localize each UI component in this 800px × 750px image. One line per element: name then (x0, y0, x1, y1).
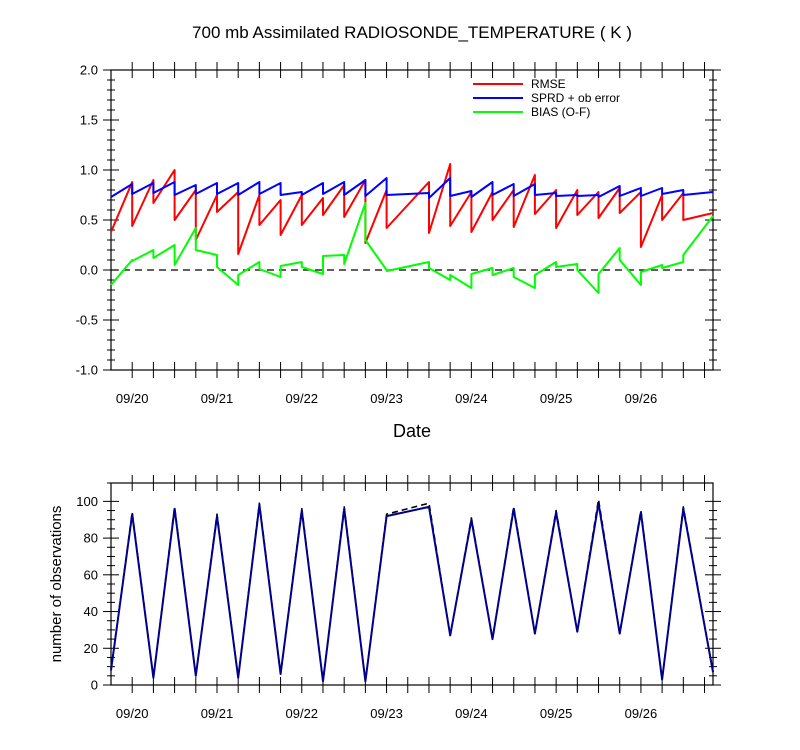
y-tick-label: 0.0 (80, 263, 98, 278)
y-tick-label: 60 (84, 567, 98, 582)
series-line-bias-o-f- (110, 202, 714, 294)
top-ticks (103, 62, 721, 378)
x-tick-label: 09/20 (116, 706, 149, 721)
x-tick-label: 09/21 (201, 706, 234, 721)
series-line-used (110, 502, 714, 683)
x-tick-label: 09/23 (370, 706, 403, 721)
x-tick-label: 09/24 (455, 706, 488, 721)
y-axis-title: number of observations (48, 506, 65, 663)
top-y-tick-labels: -1.0 -0.5 0.0 0.5 1.0 1.5 2.0 (76, 63, 98, 378)
bottom-x-tick-labels: 09/20 09/21 09/22 09/23 09/24 09/25 09/26 (116, 706, 657, 721)
y-tick-label: 0 (91, 678, 98, 693)
x-tick-label: 09/20 (116, 391, 149, 406)
bottom-plot-frame (110, 482, 714, 686)
series-line-sprd-ob-error (110, 177, 714, 199)
x-tick-label: 09/22 (286, 706, 319, 721)
x-tick-label: 09/21 (201, 391, 234, 406)
x-tick-label: 09/24 (455, 391, 488, 406)
x-tick-label: 09/25 (540, 391, 573, 406)
x-tick-label: 09/26 (625, 706, 658, 721)
legend-label: BIAS (O-F) (531, 105, 590, 119)
y-tick-label: 100 (76, 494, 98, 509)
bottom-series (110, 498, 714, 683)
top-plot: -1.0-0.50.00.51.01.52.0 09/20 09/21 09/22 0… (76, 62, 721, 441)
y-tick-label: 80 (84, 531, 98, 546)
x-tick-label: 09/25 (540, 706, 573, 721)
x-axis-title: Date (393, 421, 431, 441)
legend-label: SPRD + ob error (531, 91, 620, 105)
y-tick-label: 2.0 (80, 63, 98, 78)
top-plot-frame (110, 69, 714, 371)
bottom-ticks (103, 475, 721, 693)
top-series (110, 163, 714, 294)
chart-title: 700 mb Assimilated RADIOSONDE_TEMPERATUR… (192, 23, 632, 42)
y-tick-label: 1.5 (80, 113, 98, 128)
series-line-rmse (110, 163, 714, 255)
y-tick-label: 0.5 (80, 213, 98, 228)
y-tick-label: 40 (84, 604, 98, 619)
legend-label: RMSE (531, 77, 566, 91)
bottom-y-tick-labels: 0 20 40 60 80 100 (76, 494, 98, 693)
y-tick-label: -1.0 (76, 363, 98, 378)
series-line-possible (110, 498, 714, 683)
x-tick-label: 09/26 (625, 391, 658, 406)
top-x-tick-labels: 09/20 09/21 09/22 09/23 09/24 09/25 09/26 (116, 391, 657, 406)
x-tick-label: 09/23 (370, 391, 403, 406)
x-tick-label: 09/22 (286, 391, 319, 406)
y-tick-label: 1.0 (80, 163, 98, 178)
y-tick-label: -0.5 (76, 313, 98, 328)
y-tick-label: 20 (84, 641, 98, 656)
